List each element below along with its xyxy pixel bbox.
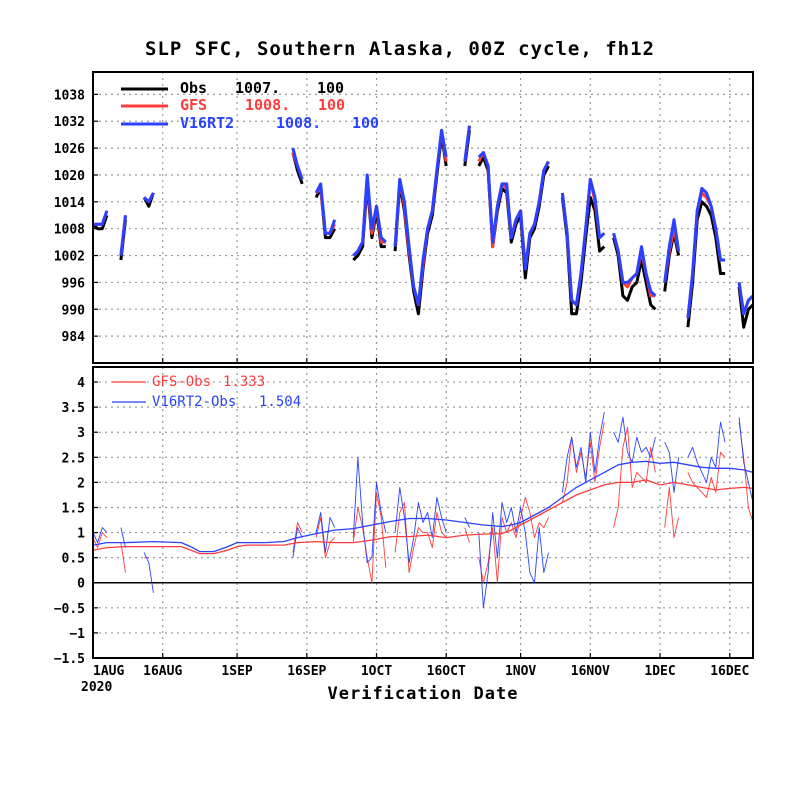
x-tick-label: 1OCT (361, 664, 392, 679)
diff-ytick-label: 2 (77, 476, 85, 491)
series-daily-gfs-obs (613, 426, 656, 528)
series-daily-gfs-obs (315, 517, 336, 559)
diff-ytick-label: 1.5 (62, 501, 85, 516)
diff-ytick-label: 0 (77, 577, 85, 592)
slp-ytick-label: 1002 (54, 250, 85, 265)
x-tick-year: 2020 (81, 680, 112, 695)
x-tick-label: 1AUG (93, 664, 124, 679)
legend-count: 100 (318, 96, 345, 114)
series-daily-v16rt2-obs (478, 502, 549, 609)
legend-label: V16RT2-Obs (152, 394, 236, 410)
series-mean-v16rt2-obs (92, 460, 754, 553)
series-daily-v16rt2-obs (352, 456, 387, 564)
diff-ytick-label: 3.5 (62, 401, 85, 416)
diff-ytick-label: 1 (77, 527, 85, 542)
diff-ytick-label: −1.5 (54, 652, 85, 667)
legend-label: GFS-Obs (152, 374, 211, 390)
diff-ytick-label: 0.5 (62, 552, 85, 567)
legend-stat: 1008. (245, 96, 290, 114)
legend-stat: 1.504 (259, 394, 301, 410)
x-tick-label: 1SEP (221, 664, 252, 679)
panel-frame (92, 366, 754, 659)
series-line-v16rt2 (560, 177, 606, 307)
series-daily-v16rt2-obs (292, 527, 303, 558)
series-daily-v16rt2-obs (738, 417, 754, 503)
series-line-obs (612, 237, 657, 311)
series-line-v16rt2 (612, 232, 657, 297)
diff-ytick-label: −0.5 (54, 602, 85, 617)
series-daily-v16rt2-obs (92, 527, 108, 544)
series-line-v16rt2 (291, 147, 304, 180)
series-line-v16rt2 (143, 192, 155, 204)
series-line-v16rt2 (663, 218, 681, 283)
legend-count: 100 (352, 114, 379, 132)
x-tick-label: 16OCT (427, 664, 466, 679)
x-tick-label: 16AUG (143, 664, 182, 679)
series-mean-gfs-obs (92, 479, 754, 555)
series-daily-v16rt2-obs (120, 527, 126, 548)
series-line-v16rt2 (737, 282, 755, 316)
slp-ytick-label: 1032 (54, 115, 85, 130)
series-daily-gfs-obs (352, 491, 387, 584)
slp-ytick-label: 984 (62, 330, 86, 345)
legend-stat: 1007. (235, 79, 280, 97)
legend-count: 100 (317, 79, 344, 97)
legend-stat: 1008. (276, 114, 321, 132)
x-tick-label: 16NOV (571, 664, 610, 679)
slp-ytick-label: 1014 (54, 196, 85, 211)
series-line-v16rt2 (686, 186, 726, 319)
slp-ytick-label: 1038 (54, 88, 85, 103)
slp-ytick-label: 990 (62, 303, 86, 318)
series-daily-v16rt2-obs (664, 442, 680, 493)
legend-label: V16RT2 (180, 114, 234, 132)
series-daily-gfs-obs (687, 451, 726, 498)
diff-ytick-label: 2.5 (62, 451, 85, 466)
diff-ytick-label: 4 (77, 376, 85, 391)
series-daily-v16rt2-obs (143, 552, 154, 593)
legend-stat: 1.333 (223, 374, 265, 390)
x-tick-label: 16SEP (287, 664, 326, 679)
x-tick-label: 16DEC (710, 664, 749, 679)
slp-ytick-label: 1020 (54, 169, 85, 184)
series-daily-v16rt2-obs (315, 512, 336, 554)
series-line-v16rt2 (314, 182, 337, 235)
x-tick-label: 1DEC (644, 664, 675, 679)
legend-label: GFS (180, 96, 207, 114)
series-daily-gfs-obs (664, 486, 680, 539)
x-axis-label: Verification Date (327, 684, 519, 704)
panel-frame (92, 71, 754, 364)
series-daily-v16rt2-obs (613, 416, 656, 463)
series-line-v16rt2 (393, 128, 448, 307)
slp-ytick-label: 1008 (54, 223, 85, 238)
diff-ytick-label: −1 (69, 627, 85, 642)
slp-ytick-label: 1026 (54, 142, 85, 157)
series-line-v16rt2 (477, 151, 550, 271)
x-tick-label: 1NOV (505, 664, 536, 679)
series-line-v16rt2 (352, 173, 387, 257)
series-line-v16rt2 (463, 125, 471, 162)
diff-ytick-label: 3 (77, 426, 85, 441)
series-daily-v16rt2-obs (394, 486, 447, 564)
series-line-v16rt2 (119, 215, 127, 256)
series-daily-gfs-obs (120, 542, 126, 573)
chart-title: SLP SFC, Southern Alaska, 00Z cycle, fh1… (145, 38, 655, 60)
series-daily-v16rt2-obs (561, 412, 605, 493)
series-daily-gfs-obs (92, 532, 108, 549)
series-line-v16rt2 (93, 210, 109, 226)
slp-ytick-label: 996 (62, 276, 86, 291)
series-daily-gfs-obs (394, 502, 447, 574)
series-daily-v16rt2-obs (687, 421, 726, 483)
legend-label: Obs (180, 79, 207, 97)
